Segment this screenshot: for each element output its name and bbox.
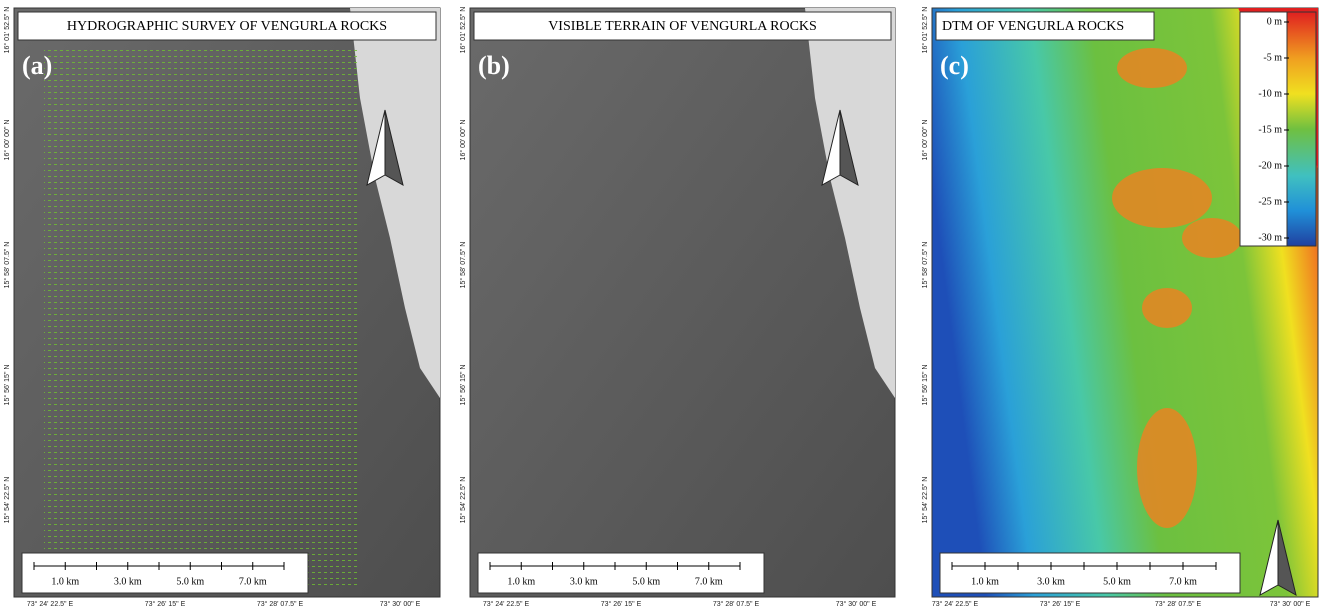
lat-label: 16° 01' 52.5" N bbox=[3, 7, 11, 54]
scale-label: 3.0 km bbox=[1037, 576, 1065, 587]
shoal bbox=[1112, 168, 1212, 228]
lat-label: 16° 00' 00" N bbox=[3, 120, 11, 161]
lat-label: 15° 56' 15" N bbox=[3, 365, 11, 406]
lon-label: 73° 30' 00" E bbox=[836, 600, 877, 608]
lon-label: 73° 26' 15" E bbox=[145, 600, 186, 608]
scale-label: 1.0 km bbox=[971, 576, 999, 587]
scale-label: 1.0 km bbox=[507, 576, 535, 587]
scale-label: 1.0 km bbox=[51, 576, 79, 587]
lat-label: 16° 00' 00" N bbox=[921, 120, 929, 161]
lat-label: 16° 01' 52.5" N bbox=[921, 7, 929, 54]
lat-label: 15° 58' 07.5" N bbox=[921, 242, 929, 289]
lat-label: 15° 54' 22.5" N bbox=[459, 477, 467, 524]
map-panel: VISIBLE TERRAIN OF VENGURLA ROCKS (b) 1.0 … bbox=[459, 7, 895, 608]
legend-label: -10 m bbox=[1258, 88, 1282, 99]
figure: HYDROGRAPHIC SURVEY OF VENGURLA ROCKS (a)… bbox=[0, 0, 1320, 609]
lon-label: 73° 26' 15" E bbox=[1040, 600, 1081, 608]
panel-title: DTM OF VENGURLA ROCKS bbox=[942, 19, 1124, 34]
legend-label: -20 m bbox=[1258, 160, 1282, 171]
lat-label: 15° 56' 15" N bbox=[459, 365, 467, 406]
scale-label: 5.0 km bbox=[632, 576, 660, 587]
panel-label: (c) bbox=[940, 51, 969, 80]
lon-label: 73° 26' 15" E bbox=[601, 600, 642, 608]
lat-label: 16° 00' 00" N bbox=[459, 120, 467, 161]
lon-label: 73° 28' 07.5" E bbox=[1155, 600, 1202, 608]
lat-label: 16° 01' 52.5" N bbox=[459, 7, 467, 54]
lon-label: 73° 28' 07.5" E bbox=[713, 600, 760, 608]
panel-label: (b) bbox=[478, 51, 510, 80]
lon-label: 73° 30' 00" E bbox=[1270, 600, 1311, 608]
lon-label: 73° 30' 00" E bbox=[380, 600, 421, 608]
survey-lines bbox=[44, 48, 359, 588]
scale-label: 5.0 km bbox=[1103, 576, 1131, 587]
shoal bbox=[1117, 48, 1187, 88]
panel-label: (a) bbox=[22, 51, 52, 80]
panel-title: VISIBLE TERRAIN OF VENGURLA ROCKS bbox=[548, 19, 817, 34]
scale-label: 7.0 km bbox=[239, 576, 267, 587]
panel-title: HYDROGRAPHIC SURVEY OF VENGURLA ROCKS bbox=[67, 19, 387, 34]
scale-label: 5.0 km bbox=[176, 576, 204, 587]
lat-label: 15° 58' 07.5" N bbox=[3, 242, 11, 289]
lon-label: 73° 24' 22.5" E bbox=[932, 600, 979, 608]
scale-label: 7.0 km bbox=[1169, 576, 1197, 587]
lat-label: 15° 54' 22.5" N bbox=[921, 477, 929, 524]
legend-label: -25 m bbox=[1258, 196, 1282, 207]
shoal bbox=[1142, 288, 1192, 328]
scale-label: 3.0 km bbox=[570, 576, 598, 587]
legend-label: -30 m bbox=[1258, 232, 1282, 243]
lon-label: 73° 24' 22.5" E bbox=[27, 600, 74, 608]
legend-label: 0 m bbox=[1267, 16, 1283, 27]
lat-label: 15° 56' 15" N bbox=[921, 365, 929, 406]
lon-label: 73° 28' 07.5" E bbox=[257, 600, 304, 608]
scale-label: 7.0 km bbox=[695, 576, 723, 587]
lat-label: 15° 54' 22.5" N bbox=[3, 477, 11, 524]
scale-label: 3.0 km bbox=[114, 576, 142, 587]
lon-label: 73° 24' 22.5" E bbox=[483, 600, 530, 608]
color-bar bbox=[1287, 12, 1316, 246]
shoal bbox=[1182, 218, 1242, 258]
map-panel: HYDROGRAPHIC SURVEY OF VENGURLA ROCKS (a)… bbox=[3, 7, 440, 608]
legend-label: -5 m bbox=[1263, 52, 1282, 63]
legend-label: -15 m bbox=[1258, 124, 1282, 135]
shoal bbox=[1137, 408, 1197, 528]
lat-label: 15° 58' 07.5" N bbox=[459, 242, 467, 289]
